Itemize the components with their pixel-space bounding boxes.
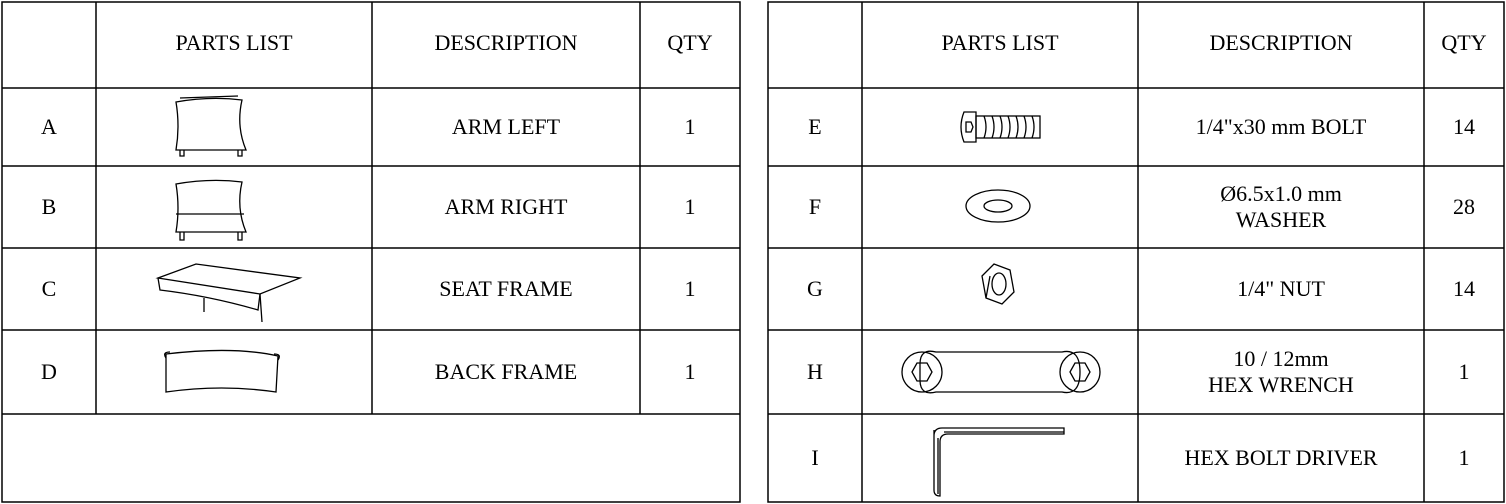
part-id: C	[42, 276, 57, 301]
part-qty: 1	[1459, 359, 1470, 384]
part-description: WASHER	[1236, 207, 1327, 232]
part-id: B	[42, 194, 57, 219]
column-header: QTY	[667, 30, 712, 55]
part-qty: 1	[1459, 445, 1470, 470]
part-description: 10 / 12mm	[1233, 346, 1328, 371]
seat-frame-icon	[155, 263, 303, 323]
part-description: HEX WRENCH	[1208, 372, 1354, 397]
part-id: I	[811, 445, 818, 470]
part-qty: 14	[1453, 276, 1475, 301]
back-frame-icon	[164, 349, 280, 393]
part-id: H	[807, 359, 823, 384]
part-id: D	[41, 359, 57, 384]
nut-icon	[981, 263, 1015, 305]
wrench-icon	[901, 350, 1101, 394]
part-qty: 28	[1453, 194, 1475, 219]
part-id: F	[809, 194, 821, 219]
arm-right-icon	[175, 179, 247, 241]
part-description: BACK FRAME	[435, 359, 577, 384]
arm-left-icon	[175, 95, 247, 157]
part-qty: 14	[1453, 114, 1475, 139]
part-qty: 1	[685, 359, 696, 384]
part-description: ARM RIGHT	[445, 194, 568, 219]
part-description: ARM LEFT	[452, 114, 561, 139]
column-header: DESCRIPTION	[1209, 30, 1352, 55]
part-description: Ø6.5x1.0 mm	[1220, 181, 1342, 206]
washer-icon	[965, 189, 1031, 223]
left-grid	[1, 1, 741, 503]
part-description: 1/4" NUT	[1237, 276, 1325, 301]
column-header: PARTS LIST	[175, 30, 293, 55]
bolt-icon	[960, 111, 1041, 143]
part-qty: 1	[685, 194, 696, 219]
part-description: SEAT FRAME	[439, 276, 572, 301]
part-id: A	[41, 114, 57, 139]
hex-driver-icon	[933, 427, 1065, 497]
part-qty: 1	[685, 276, 696, 301]
part-description: 1/4"x30 mm BOLT	[1196, 114, 1367, 139]
part-id: E	[808, 114, 821, 139]
column-header: QTY	[1441, 30, 1486, 55]
column-header: PARTS LIST	[941, 30, 1059, 55]
column-header: DESCRIPTION	[434, 30, 577, 55]
part-qty: 1	[685, 114, 696, 139]
right-grid	[767, 1, 1505, 503]
part-id: G	[807, 276, 823, 301]
part-description: HEX BOLT DRIVER	[1184, 445, 1377, 470]
